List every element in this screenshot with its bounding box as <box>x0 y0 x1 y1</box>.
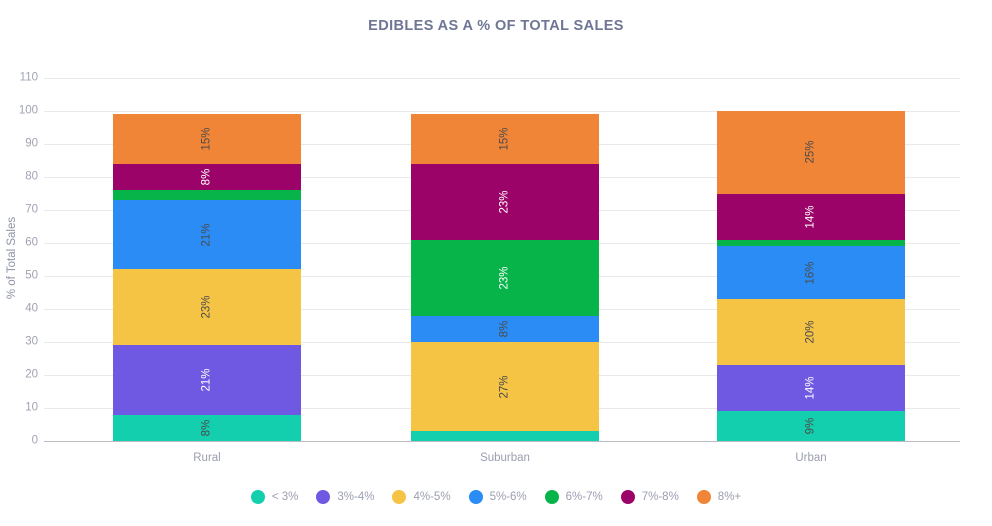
bar-segment[interactable]: 14% <box>717 365 905 412</box>
bar-segment-label: 23% <box>498 266 511 290</box>
y-tick-label: 70 <box>25 203 38 216</box>
legend-swatch-icon <box>316 490 331 504</box>
bar-segment-label: 25% <box>804 140 817 164</box>
bar-segment-label: 14% <box>804 205 817 229</box>
y-tick-label: 90 <box>25 137 38 150</box>
bar-segment[interactable] <box>411 431 599 441</box>
bar-segment-label: 20% <box>804 320 817 344</box>
bar-segment-label: 8% <box>200 419 213 437</box>
bar-group: 8% 21% 23% 21% 8% 15% <box>113 70 301 450</box>
legend-swatch-icon <box>696 490 711 504</box>
plot-area: 8% 21% 23% 21% 8% 15% 27% 8% 23% 23% 15% 9% 14% 20% 16… <box>44 70 960 450</box>
bar-segment[interactable]: 21% <box>113 345 301 415</box>
bar-segment[interactable]: 23% <box>411 163 599 240</box>
bar-segment[interactable]: 8% <box>113 163 301 191</box>
legend-label: 5%-6% <box>489 491 527 503</box>
legend-swatch-icon <box>544 490 559 504</box>
bar-segment[interactable]: 21% <box>113 200 301 270</box>
stacked-bar[interactable]: 27% 8% 23% 23% 15% <box>411 70 599 450</box>
bar-group: 9% 14% 20% 16% 14% 25% <box>717 70 905 450</box>
bar-segment-label: 23% <box>498 190 511 214</box>
bar-segment[interactable]: 27% <box>411 342 599 432</box>
chart-title: EDIBLES AS A % OF TOTAL SALES <box>368 18 624 34</box>
legend-label: 3%-4% <box>337 491 375 503</box>
bar-segment[interactable]: 8% <box>411 315 599 342</box>
bar-segment-label: 27% <box>498 375 511 399</box>
gridline <box>44 441 960 442</box>
x-tick-label: Urban <box>795 452 827 464</box>
y-tick-label: 20 <box>25 368 38 381</box>
y-tick-label: 30 <box>25 335 38 348</box>
bar-group: 27% 8% 23% 23% 15% <box>411 70 599 450</box>
legend-label: 4%-5% <box>413 491 451 503</box>
bar-segment-label: 14% <box>804 376 817 400</box>
legend-label: 8%+ <box>717 491 742 503</box>
bar-segment[interactable]: 8% <box>113 414 301 441</box>
legend-item[interactable]: 8%+ <box>696 490 742 504</box>
legend-label: 7%-8% <box>641 491 679 503</box>
x-tick-label: Suburban <box>480 452 530 464</box>
bar-segment[interactable] <box>113 190 301 201</box>
legend-item[interactable]: 3%-4% <box>316 490 374 504</box>
legend-swatch-icon <box>392 490 407 504</box>
y-tick-label: 40 <box>25 302 38 315</box>
bar-segment-label: 23% <box>200 295 213 319</box>
y-tick-label: 80 <box>25 170 38 183</box>
bar-segment-label: 8% <box>498 320 511 338</box>
bar-segment-label: 15% <box>498 127 511 151</box>
legend-swatch-icon <box>620 490 635 504</box>
y-tick-label: 60 <box>25 236 38 249</box>
y-tick-label: 110 <box>19 71 38 84</box>
bar-segment[interactable]: 16% <box>717 246 905 300</box>
legend-item[interactable]: 4%-5% <box>392 490 451 504</box>
bar-segment[interactable]: 14% <box>717 193 905 240</box>
bar-segment[interactable]: 9% <box>717 411 905 441</box>
legend-item[interactable]: 6%-7% <box>544 490 603 504</box>
bar-segment-label: 21% <box>200 223 213 247</box>
y-tick-label: 0 <box>31 434 38 447</box>
y-tick-label: 10 <box>25 401 38 414</box>
legend-label: < 3% <box>271 491 299 503</box>
bar-segment-label: 9% <box>804 417 817 435</box>
y-tick-label: 50 <box>25 269 38 282</box>
bar-segment-label: 16% <box>804 261 817 285</box>
bar-segment[interactable] <box>717 239 905 247</box>
bar-segment[interactable]: 15% <box>411 114 599 164</box>
legend-item[interactable]: < 3% <box>250 490 299 504</box>
legend-item[interactable]: 7%-8% <box>620 490 679 504</box>
gridline <box>44 111 960 112</box>
y-tick-label: 100 <box>18 104 38 117</box>
stacked-bar[interactable]: 9% 14% 20% 16% 14% 25% <box>717 70 905 450</box>
bar-segment[interactable]: 20% <box>717 299 905 366</box>
legend-item[interactable]: 5%-6% <box>468 490 527 504</box>
legend-swatch-icon <box>468 490 483 504</box>
bar-segment-label: 21% <box>200 368 213 392</box>
stacked-bar[interactable]: 8% 21% 23% 21% 8% 15% <box>113 70 301 450</box>
bar-segment[interactable]: 15% <box>113 114 301 164</box>
bar-segment[interactable]: 23% <box>113 269 301 346</box>
gridline <box>44 78 960 79</box>
bar-segment-label: 8% <box>200 168 213 186</box>
x-tick-label: Rural <box>193 452 221 464</box>
bar-segment-label: 15% <box>200 127 213 151</box>
bar-segment[interactable]: 23% <box>411 239 599 316</box>
legend-swatch-icon <box>250 490 265 504</box>
bar-segment[interactable]: 25% <box>717 111 905 194</box>
legend-label: 6%-7% <box>565 491 603 503</box>
y-axis-label: % of Total Sales <box>6 216 18 300</box>
chart-legend: < 3% 3%-4% 4%-5% 5%-6% 6%-7% 7%-8% 8%+ <box>0 490 992 504</box>
